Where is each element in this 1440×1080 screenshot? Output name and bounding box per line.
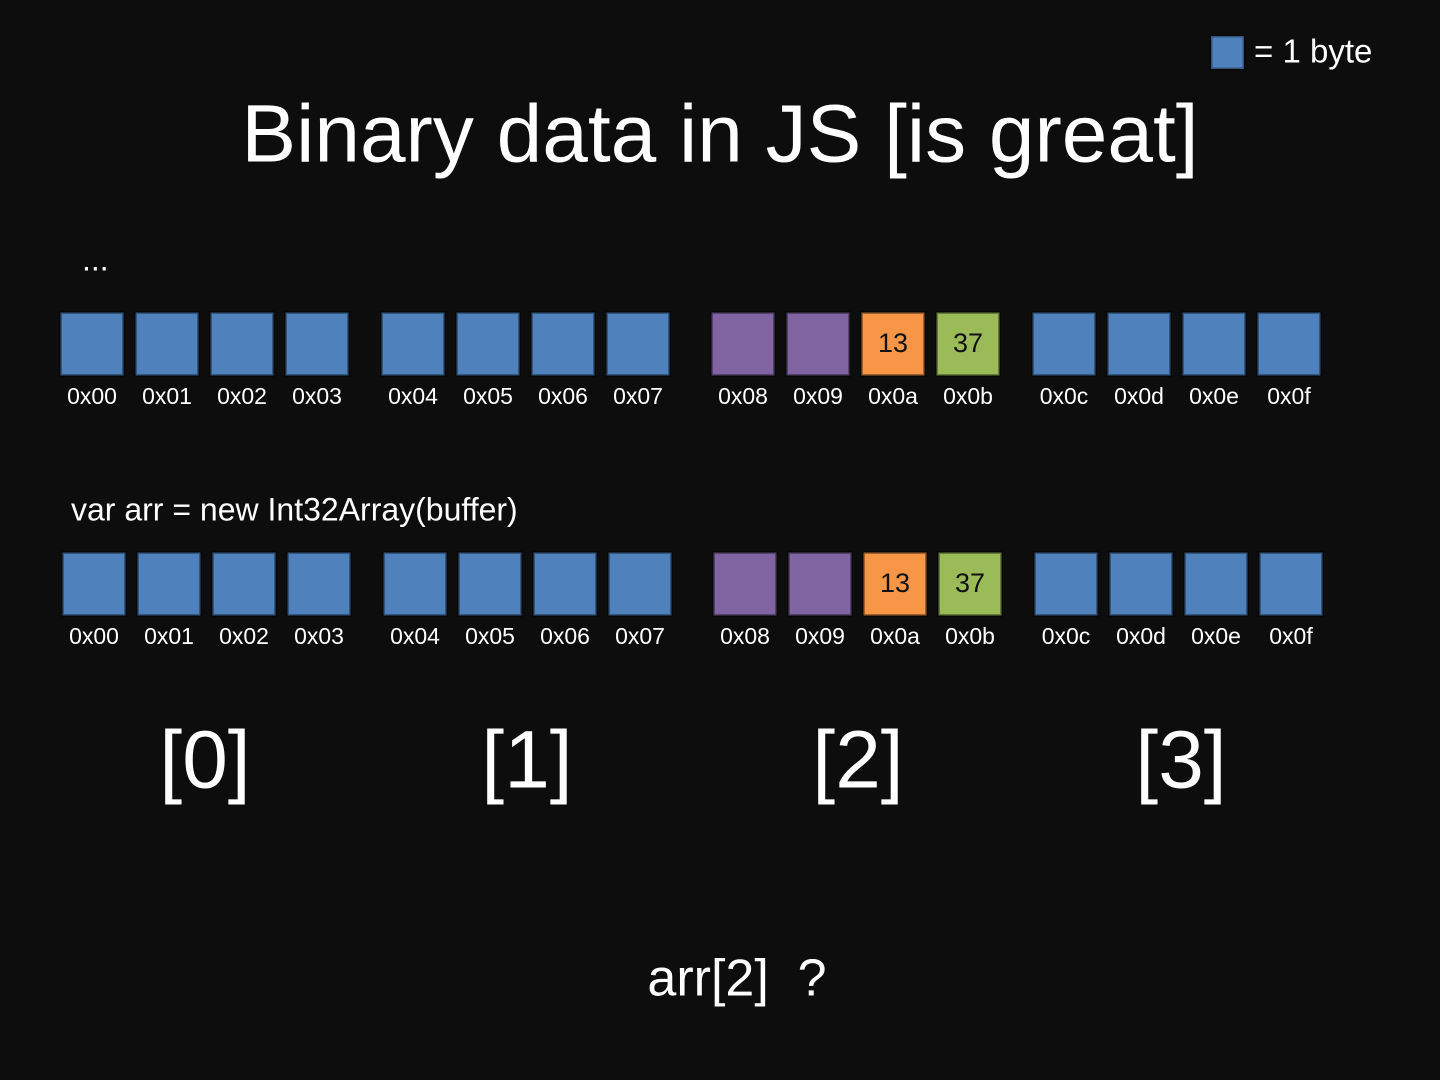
byte-address: 0x08 (720, 623, 770, 649)
byte-cell (935, 311, 1001, 377)
byte-address: 0x03 (292, 383, 342, 409)
byte-cell (607, 551, 673, 617)
question: arr[2] ? (647, 950, 826, 1008)
byte-value: 13 (880, 568, 910, 598)
byte-cell (862, 551, 928, 617)
legend-swatch (1209, 34, 1246, 71)
array-index: [3] (1135, 715, 1226, 806)
byte-cell (1258, 551, 1324, 617)
byte-address: 0x04 (388, 383, 438, 409)
byte-cell (286, 551, 352, 617)
byte-address: 0x00 (67, 383, 117, 409)
row-caption: var arr = new Int32Array(buffer) (71, 491, 518, 527)
row-caption: ... (82, 241, 109, 277)
byte-address: 0x04 (390, 623, 440, 649)
byte-address: 0x0e (1189, 383, 1239, 409)
byte-cell (605, 311, 671, 377)
byte-cell (710, 311, 776, 377)
byte-address: 0x03 (294, 623, 344, 649)
byte-address: 0x0e (1191, 623, 1241, 649)
byte-address: 0x0d (1114, 383, 1164, 409)
byte-cell (61, 551, 127, 617)
byte-cell (787, 551, 853, 617)
byte-address: 0x0b (945, 623, 995, 649)
byte-value: 37 (953, 328, 983, 358)
byte-cell (284, 311, 350, 377)
byte-address: 0x07 (613, 383, 663, 409)
array-index: [2] (812, 715, 903, 806)
byte-cell (937, 551, 1003, 617)
array-index: [1] (481, 715, 572, 806)
byte-address: 0x01 (144, 623, 194, 649)
byte-address: 0x01 (142, 383, 192, 409)
byte-cell (532, 551, 598, 617)
byte-cell (1108, 551, 1174, 617)
byte-cell (1106, 311, 1172, 377)
byte-cell (1033, 551, 1099, 617)
byte-cell (211, 551, 277, 617)
byte-cell (382, 551, 448, 617)
byte-address: 0x06 (538, 383, 588, 409)
byte-cell (785, 311, 851, 377)
byte-cell (712, 551, 778, 617)
byte-cell (59, 311, 125, 377)
byte-address: 0x0a (868, 383, 918, 409)
byte-address: 0x09 (793, 383, 843, 409)
byte-address: 0x06 (540, 623, 590, 649)
byte-address: 0x0f (1269, 623, 1313, 649)
byte-address: 0x09 (795, 623, 845, 649)
legend-label: = 1 byte (1254, 33, 1372, 70)
byte-address: 0x0c (1040, 383, 1089, 409)
byte-address: 0x0a (870, 623, 920, 649)
byte-cell (209, 311, 275, 377)
byte-cell (136, 551, 202, 617)
byte-value: 37 (955, 568, 985, 598)
byte-address: 0x00 (69, 623, 119, 649)
byte-address: 0x08 (718, 383, 768, 409)
title: Binary data in JS [is great] (241, 89, 1198, 180)
byte-address: 0x0d (1116, 623, 1166, 649)
byte-cell (1031, 311, 1097, 377)
byte-address: 0x07 (615, 623, 665, 649)
byte-address: 0x0c (1042, 623, 1091, 649)
byte-cell (380, 311, 446, 377)
byte-address: 0x0b (943, 383, 993, 409)
byte-address: 0x05 (465, 623, 515, 649)
byte-cell (860, 311, 926, 377)
array-index: [0] (159, 715, 250, 806)
byte-cell (455, 311, 521, 377)
byte-cell (1181, 311, 1247, 377)
byte-cell (134, 311, 200, 377)
byte-cell (1256, 311, 1322, 377)
byte-cell (530, 311, 596, 377)
byte-cell (457, 551, 523, 617)
byte-address: 0x0f (1267, 383, 1311, 409)
byte-address: 0x02 (217, 383, 267, 409)
byte-address: 0x02 (219, 623, 269, 649)
byte-value: 13 (878, 328, 908, 358)
byte-cell (1183, 551, 1249, 617)
byte-address: 0x05 (463, 383, 513, 409)
